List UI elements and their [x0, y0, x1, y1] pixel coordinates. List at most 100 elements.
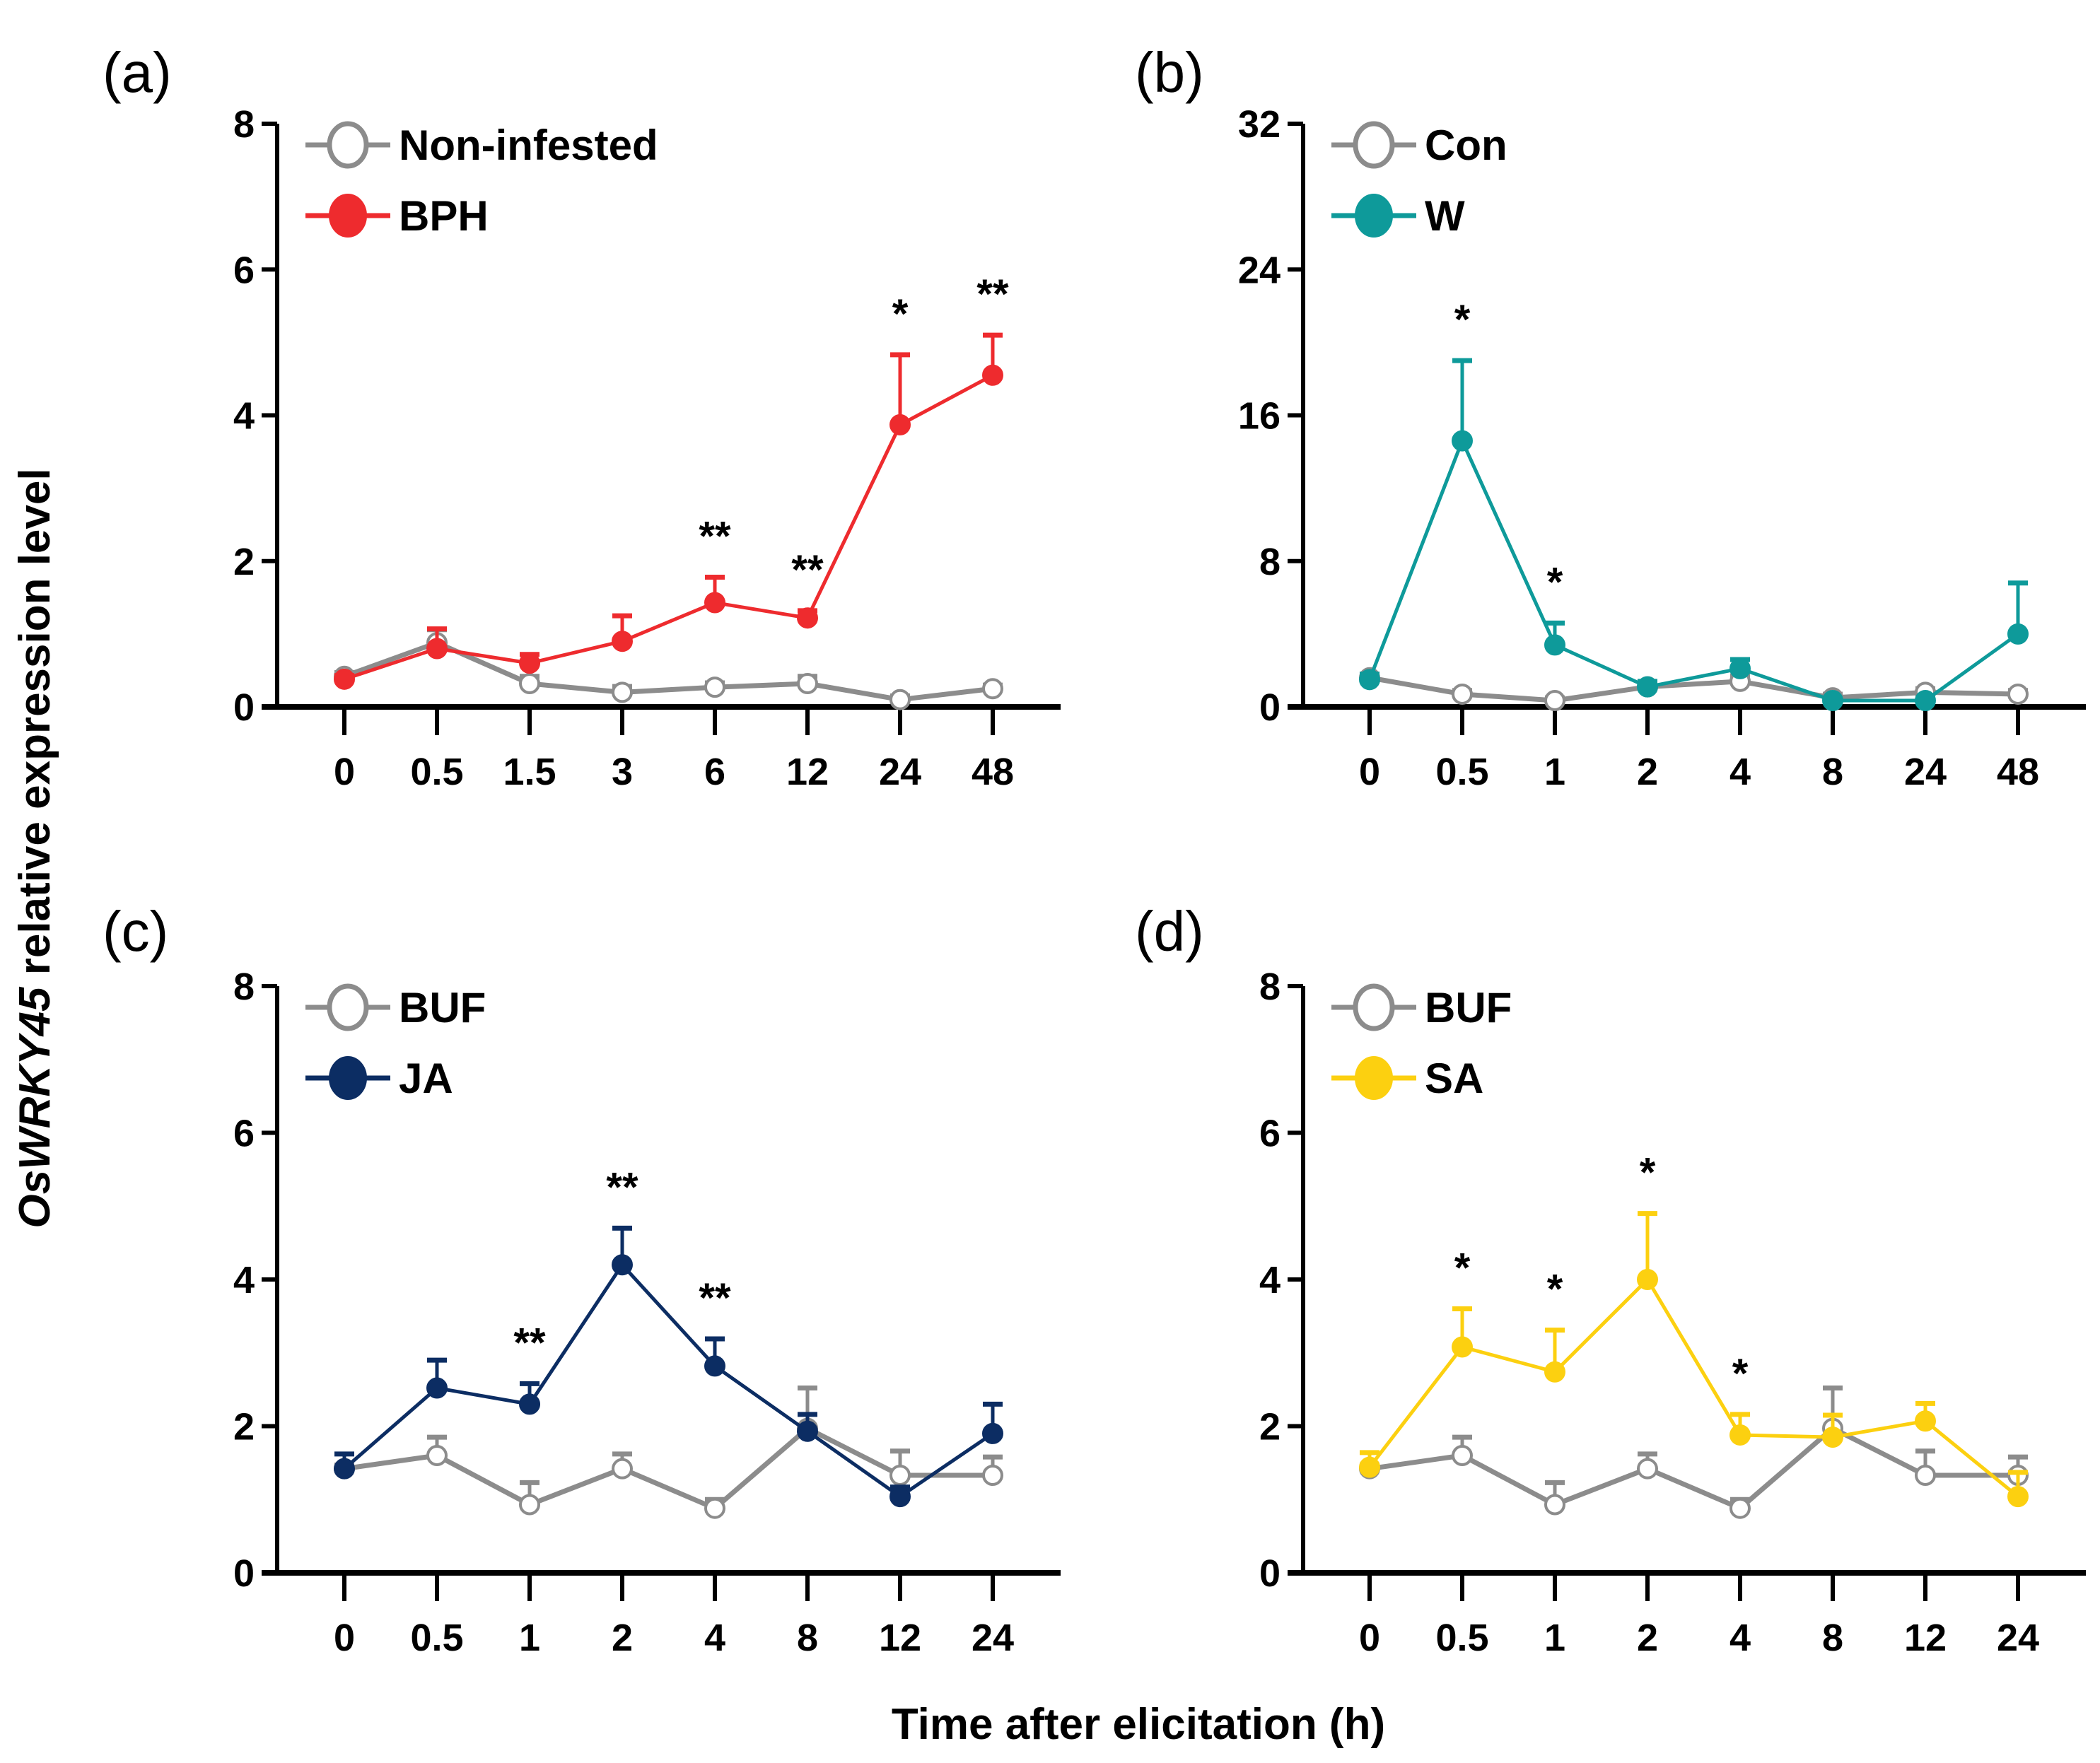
y-axis-title-rest: relative expression level: [11, 468, 59, 987]
data-point: [1544, 689, 1565, 711]
x-tick-label: 4: [1729, 751, 1751, 793]
data-point: [426, 638, 448, 660]
y-tick-label: 6: [233, 249, 255, 291]
data-point: [519, 673, 540, 694]
data-point: [1452, 1445, 1473, 1466]
x-tick-label: 4: [1729, 1617, 1751, 1659]
data-point: [704, 676, 725, 698]
data-point: [982, 1465, 1003, 1487]
data-point: [426, 1445, 448, 1466]
y-tick-label: 6: [233, 1113, 255, 1155]
legend-marker: [1355, 1056, 1393, 1100]
x-tick-label: 8: [1822, 1617, 1843, 1659]
x-tick-label: 12: [786, 751, 829, 793]
data-point: [1729, 1424, 1751, 1446]
y-tick-label: 4: [233, 1259, 255, 1301]
legend-marker: [329, 1056, 367, 1100]
x-tick-label: 24: [879, 751, 921, 793]
x-tick-label: 0.5: [410, 751, 463, 793]
series-bph: [334, 332, 1003, 690]
y-tick-label: 16: [1238, 395, 1281, 438]
legend-label: Non-infested: [399, 122, 658, 169]
data-point: [612, 631, 633, 652]
significance-marker: **: [699, 513, 731, 559]
data-point: [1452, 683, 1473, 705]
x-tick-label: 0.5: [410, 1617, 463, 1659]
x-tick-label: 0.5: [1435, 1617, 1488, 1659]
significance-marker: *: [1547, 559, 1563, 605]
data-point: [519, 1494, 540, 1516]
legend-marker: [327, 983, 369, 1031]
y-tick-label: 0: [1259, 686, 1281, 729]
x-tick-label: 0: [1359, 751, 1380, 793]
significance-marker: **: [791, 547, 824, 593]
x-tick-label: 48: [972, 751, 1014, 793]
series-line: [344, 1426, 993, 1511]
y-tick-label: 2: [1259, 1406, 1281, 1448]
panel-label: (c): [103, 900, 168, 963]
x-tick-label: 48: [1997, 751, 2039, 793]
data-point: [2007, 1486, 2029, 1508]
x-tick-label: 2: [1637, 751, 1658, 793]
series-buf: [1359, 1386, 2029, 1519]
data-point: [797, 673, 818, 694]
data-point: [1637, 676, 1658, 698]
data-point: [1915, 689, 1936, 711]
y-tick-label: 32: [1238, 103, 1281, 146]
x-tick-label: 8: [1822, 751, 1843, 793]
y-tick-label: 0: [233, 686, 255, 729]
data-point: [612, 1254, 633, 1276]
data-point: [889, 1486, 911, 1508]
data-point: [2007, 683, 2029, 705]
data-point: [334, 668, 355, 690]
x-axis-title: Time after elicitation (h): [892, 1700, 1385, 1749]
significance-marker: **: [976, 271, 1009, 317]
series-line: [343, 1263, 994, 1499]
data-point: [889, 689, 911, 710]
data-point: [1544, 634, 1565, 656]
legend-marker: [329, 194, 367, 238]
series-line: [1368, 1277, 2019, 1499]
y-tick-label: 24: [1238, 249, 1281, 291]
y-tick-label: 2: [233, 1406, 255, 1448]
x-tick-label: 0: [1359, 1617, 1380, 1659]
y-tick-label: 8: [233, 966, 255, 1008]
significance-marker: *: [1732, 1351, 1749, 1397]
data-point: [1915, 1465, 1936, 1487]
data-point: [519, 652, 540, 674]
data-point: [1359, 669, 1380, 691]
data-point: [1544, 1494, 1565, 1516]
series-w: [1359, 358, 2029, 711]
legend-label: BUF: [1425, 984, 1512, 1031]
y-tick-label: 2: [233, 541, 255, 583]
y-tick-label: 0: [1259, 1552, 1281, 1595]
data-point: [1822, 1427, 1843, 1448]
data-point: [1452, 430, 1473, 452]
legend-marker: [1355, 194, 1393, 238]
panel-label: (b): [1135, 41, 1204, 104]
data-point: [2007, 623, 2029, 645]
data-point: [1822, 689, 1843, 711]
legend-label: BUF: [399, 984, 486, 1031]
series-line: [344, 373, 994, 681]
legend-label: SA: [1425, 1055, 1483, 1102]
data-point: [982, 364, 1003, 386]
x-tick-label: 6: [704, 751, 725, 793]
legend-marker: [1353, 983, 1395, 1031]
x-tick-label: 24: [972, 1617, 1014, 1659]
data-point: [889, 1465, 911, 1487]
x-tick-label: 0: [334, 751, 355, 793]
x-tick-label: 2: [1637, 1617, 1658, 1659]
data-point: [1729, 1497, 1751, 1519]
data-point: [1729, 657, 1751, 679]
panel-label: (a): [103, 41, 172, 104]
significance-marker: **: [606, 1164, 638, 1210]
series-ja: [334, 1225, 1003, 1508]
significance-marker: *: [1640, 1150, 1656, 1196]
data-point: [1544, 1361, 1565, 1383]
data-point: [1452, 1336, 1473, 1358]
legend-marker: [327, 121, 369, 169]
data-point: [982, 1422, 1003, 1444]
